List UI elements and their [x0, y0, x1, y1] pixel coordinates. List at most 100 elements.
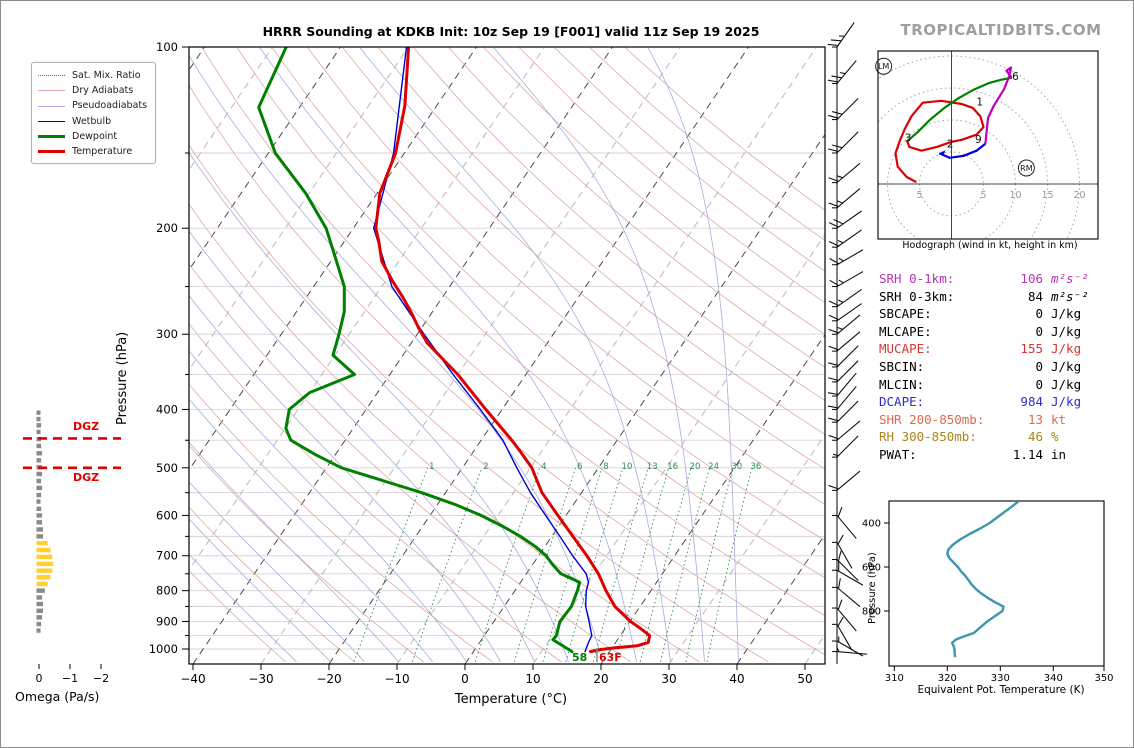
temperature-tick-label: 20 — [593, 672, 608, 686]
legend-item: Temperature — [38, 144, 147, 159]
sounding-curves — [257, 47, 652, 654]
mixing-ratio-label: 4 — [541, 462, 546, 472]
dewpoint-curve — [257, 47, 582, 654]
stat-row: DCAPE: 984 J/kg — [877, 394, 1133, 412]
legend-item: Pseudoadiabats — [38, 98, 147, 113]
dgz-label-upper: DGZ — [73, 420, 100, 433]
stat-unit: J/kg — [1051, 323, 1082, 339]
stat-row: MUCAPE: 155 J/kg — [877, 341, 1133, 359]
stat-label: SRH 0-1km: — [879, 271, 955, 286]
legend-item-label: Wetbulb — [72, 115, 112, 127]
mixing-ratio-label: 6 — [577, 462, 582, 472]
stat-label: SBCIN: — [879, 358, 925, 374]
legend-line-sample — [38, 120, 65, 122]
stat-value: 46 — [1027, 429, 1043, 445]
thetae-panel: 400 600 800 310 320 330 340 350 — [862, 500, 1114, 684]
thetae-pressure-tick-label: 600 — [862, 563, 881, 574]
skewt-legend: Sat. Mix. Ratio Dry Adiabats Pseudoadiabat… — [31, 62, 157, 165]
mixing-ratio-label: 10 — [622, 462, 633, 472]
hodograph-height-label: 3 — [905, 133, 912, 145]
pressure-tick-label: 900 — [156, 614, 178, 628]
page-title: HRRR Sounding at KDKB Init: 10z Sep 19 [… — [262, 24, 760, 39]
legend-line-sample — [38, 134, 65, 138]
pressure-tick-label: 500 — [156, 461, 178, 475]
pressure-tick-label: 300 — [156, 327, 178, 341]
thetae-pressure-tick-label: 400 — [862, 519, 881, 530]
stat-label: SRH 0-3km: — [879, 288, 955, 304]
hodograph-segment-0-3km — [894, 99, 985, 184]
mixing-ratio-label: 36 — [750, 462, 761, 472]
thetae-pressure-axis-label: Pressure (hPa) — [867, 552, 878, 624]
stat-value: 106 — [1020, 271, 1043, 286]
hodograph-height-label: 1 — [976, 97, 983, 109]
mixing-ratio-label: 24 — [708, 462, 719, 472]
stat-unit: m²s⁻² — [1051, 271, 1089, 286]
thetae-axis-label: Equivalent Pot. Temperature (K) — [917, 684, 1085, 696]
stat-unit: J/kg — [1051, 376, 1082, 392]
legend-item: Sat. Mix. Ratio — [38, 68, 147, 83]
stat-row: RH 300-850mb: 46% — [877, 429, 1133, 447]
stat-label: DCAPE: — [879, 394, 925, 410]
stat-label: MUCAPE: — [879, 341, 932, 357]
temperature-curve — [374, 47, 652, 654]
stat-unit: kt — [1051, 411, 1067, 427]
thetae-pressure-tick-label: 800 — [862, 607, 881, 618]
mixing-ratio-label: 2 — [483, 462, 488, 472]
thetae-tick-label: 340 — [1044, 673, 1063, 684]
legend-line-sample — [38, 105, 65, 107]
stat-value: 0 — [1035, 306, 1043, 322]
wetbulb-curve — [373, 47, 593, 653]
stat-row: MLCIN: 0 J/kg — [877, 377, 1133, 395]
storm-motion-marker: LM — [878, 62, 889, 71]
pressure-tick-label: 400 — [156, 402, 178, 416]
stat-value: 84 — [1027, 288, 1043, 304]
pressure-tick-label: 700 — [156, 549, 178, 563]
hodograph-height-label: 2 — [947, 138, 954, 150]
thetae-tick-label: 330 — [991, 673, 1010, 684]
hodograph-tick-label: 5 — [916, 190, 922, 201]
stat-label: RH 300-850mb: — [879, 429, 977, 445]
stat-unit: in — [1051, 446, 1067, 462]
stat-value: 1.14 — [1012, 446, 1043, 462]
skewt-background: 1 2 4 6 8 10 13 16 20 24 30 36 — [189, 47, 825, 664]
stat-unit: J/kg — [1051, 306, 1082, 322]
stat-value: 984 — [1020, 394, 1043, 410]
pressure-tick-label: 600 — [156, 508, 178, 522]
stat-row: SBCIN: 0 J/kg — [877, 359, 1133, 377]
thetae-tick-label: 350 — [1094, 673, 1113, 684]
mixing-ratio-label: 30 — [731, 462, 742, 472]
thetae-tick-label: 310 — [885, 673, 904, 684]
mixing-ratio-label: 13 — [647, 462, 658, 472]
hodograph-segment-6-9km — [984, 66, 1013, 144]
stat-unit: J/kg — [1051, 341, 1082, 357]
legend-item-label: Temperature — [72, 146, 133, 158]
legend-item: Dry Adiabats — [38, 83, 147, 98]
pressure-tick-label: 200 — [156, 221, 178, 235]
legend-item-label: Dry Adiabats — [72, 85, 134, 97]
hodograph-caption: Hodograph (wind in kt, height in km) — [902, 240, 1078, 251]
temperature-tick-label: 10 — [525, 672, 540, 686]
thetae-curve — [946, 501, 1020, 658]
legend-item-label: Sat. Mix. Ratio — [72, 70, 141, 81]
omega-tick-label: 0 — [36, 672, 43, 685]
stat-row: PWAT: 1.14 in — [877, 447, 1133, 465]
mixing-ratio-label: 8 — [603, 462, 608, 472]
hodograph-segment-3-6km — [906, 76, 1012, 142]
temperature-tick-label: 40 — [729, 672, 744, 686]
hodograph-tick-label: 10 — [1009, 190, 1021, 201]
thetae-tick-label: 320 — [938, 673, 957, 684]
hodograph-tick-label: 15 — [1041, 190, 1053, 201]
pressure-tick-label: 1000 — [149, 642, 178, 656]
pressure-tick-label: 100 — [156, 40, 178, 54]
stat-value: 0 — [1035, 358, 1043, 374]
legend-item: Wetbulb — [38, 114, 147, 129]
stat-row: SHR 200-850mb: 13 kt — [877, 412, 1133, 430]
legend-item-label: Dewpoint — [72, 130, 118, 142]
stat-unit: J/kg — [1051, 394, 1082, 410]
stat-unit: % — [1051, 429, 1059, 445]
storm-motion-marker: RM — [1020, 164, 1033, 173]
stat-value: 0 — [1035, 376, 1043, 392]
temperature-tick-label: −30 — [248, 672, 273, 686]
legend-item: Dewpoint — [38, 129, 147, 144]
